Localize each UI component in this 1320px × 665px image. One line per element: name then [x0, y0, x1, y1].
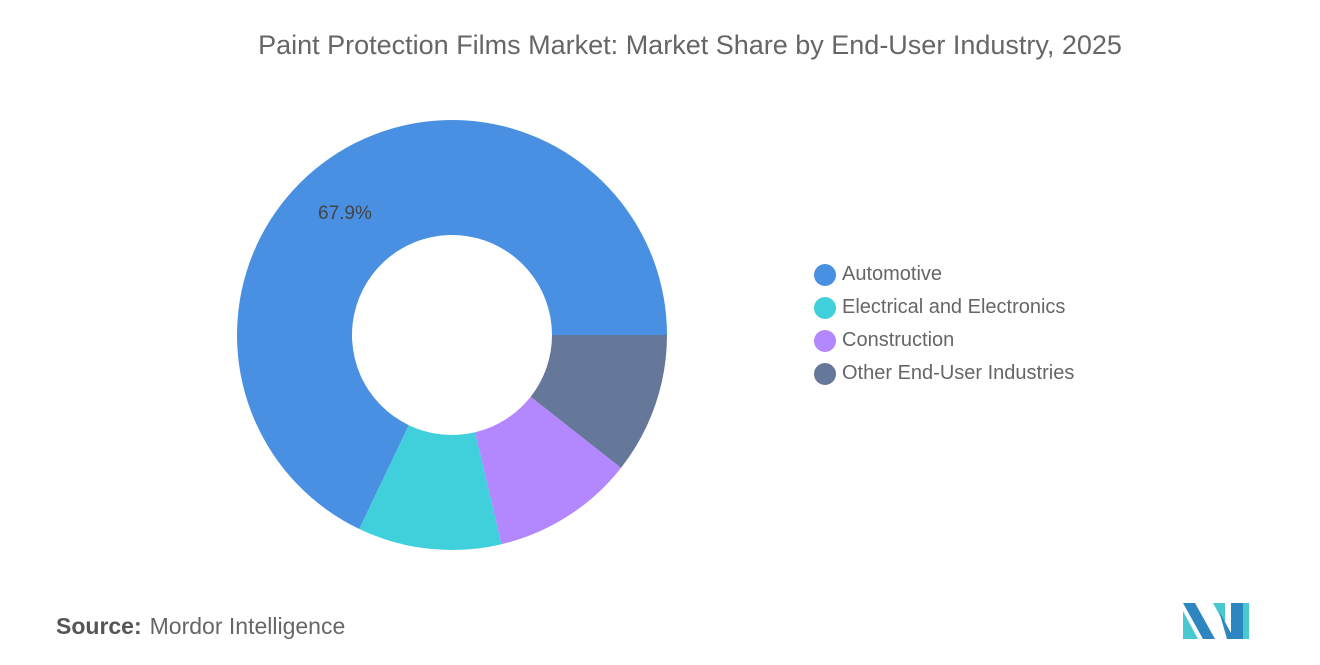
- donut-chart: 67.9%: [237, 120, 667, 550]
- legend-label: Other End-User Industries: [842, 362, 1075, 384]
- slice-other-end-user-industries: [530, 335, 667, 468]
- legend-item: Automotive: [814, 258, 1074, 291]
- legend: Automotive Electrical and Electronics Cons…: [814, 258, 1074, 390]
- legend-swatch: [814, 362, 836, 385]
- legend-item: Construction: [814, 324, 1074, 357]
- chart-title: Paint Protection Films Market: Market Sh…: [258, 30, 1122, 60]
- legend-swatch: [814, 329, 836, 352]
- legend-label: Automotive: [842, 263, 943, 285]
- mordor-intelligence-logo: [1183, 603, 1249, 639]
- data-label: 67.9%: [318, 203, 372, 224]
- source-label: Source:: [56, 613, 142, 639]
- source-value: Mordor Intelligence: [149, 613, 346, 639]
- legend-swatch: [814, 296, 836, 319]
- legend-label: Electrical and Electronics: [842, 296, 1066, 318]
- slice-electrical-and-electronics: [359, 425, 502, 550]
- legend-item: Electrical and Electronics: [814, 291, 1074, 324]
- legend-item: Other End-User Industries: [814, 357, 1074, 390]
- legend-label: Construction: [842, 329, 955, 351]
- source: Source: Mordor Intelligence: [56, 613, 345, 640]
- legend-swatch: [814, 263, 836, 286]
- slice-automotive: [237, 120, 667, 529]
- slice-construction: [475, 396, 622, 545]
